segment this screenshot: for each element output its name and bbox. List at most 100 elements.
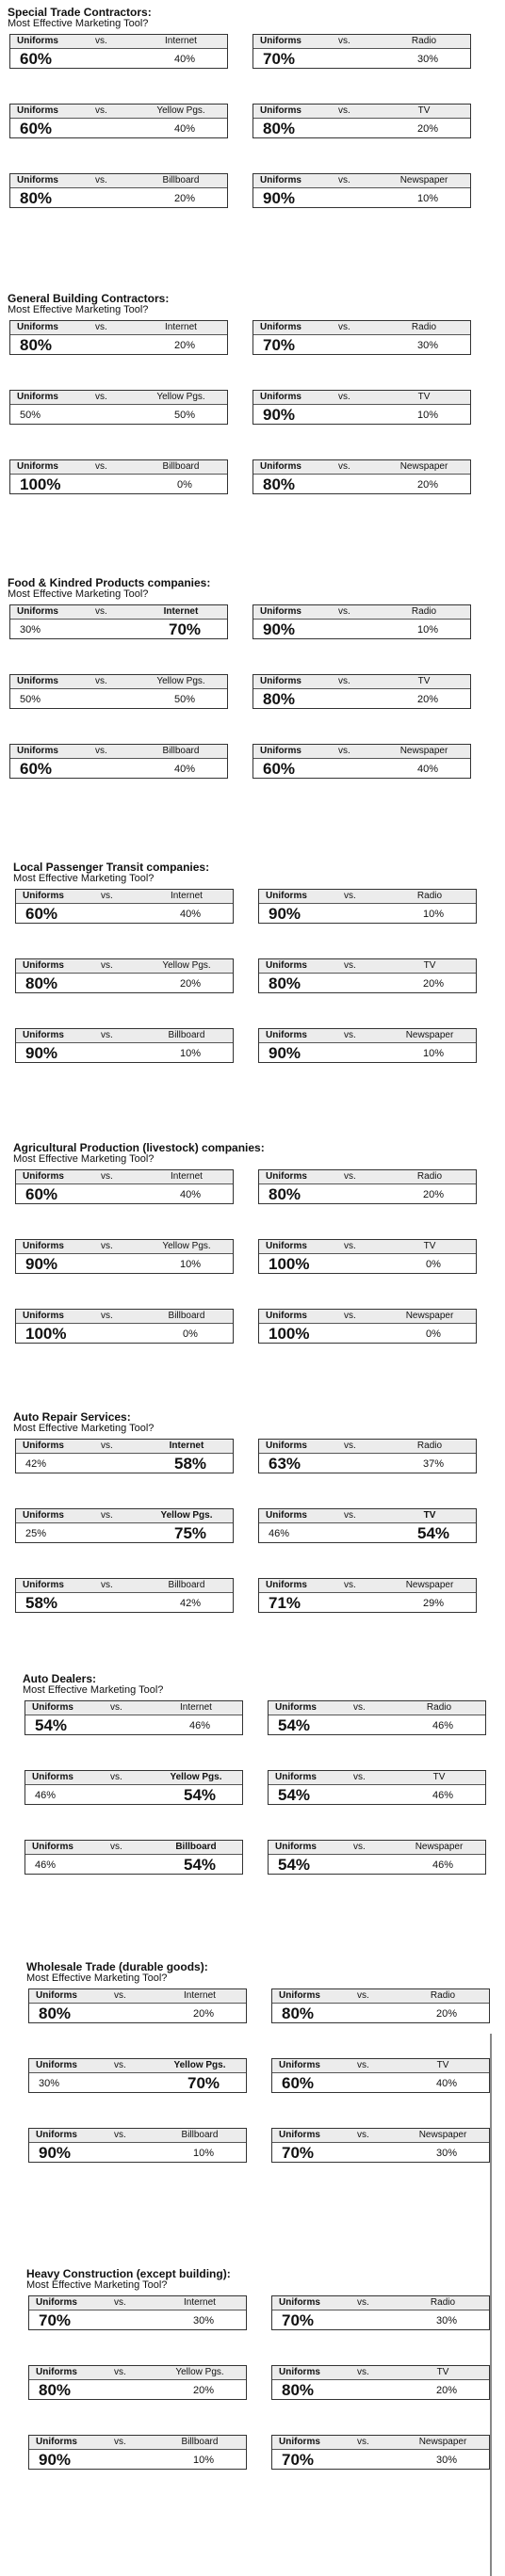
left-value: 90% bbox=[39, 2451, 72, 2469]
left-value: 80% bbox=[269, 1185, 301, 1203]
right-label: TV bbox=[423, 960, 436, 971]
vs-label: vs. bbox=[357, 2130, 369, 2140]
comparison-box: Uniforms vs. TV 80% 20% bbox=[271, 2365, 490, 2400]
left-value: 60% bbox=[20, 50, 53, 68]
comparison-box: Uniforms vs. TV 100% 0% bbox=[258, 1239, 477, 1274]
comparison-box: Uniforms vs. Yellow Pgs. 80% 20% bbox=[15, 958, 234, 993]
comparison-box: Uniforms vs. Radio 70% 30% bbox=[252, 320, 471, 355]
comparison-header: Uniforms vs. Internet bbox=[16, 1170, 233, 1184]
left-label: Uniforms bbox=[266, 1510, 307, 1521]
right-label: Internet bbox=[169, 1441, 204, 1451]
comparison-header: Uniforms vs. Newspaper bbox=[253, 745, 470, 759]
comparison-box: Uniforms vs. Radio 70% 30% bbox=[252, 34, 471, 69]
right-label: Billboard bbox=[162, 175, 200, 185]
right-label: TV bbox=[423, 1241, 436, 1251]
comparison-box: Uniforms vs. TV 54% 46% bbox=[268, 1770, 486, 1805]
left-label: Uniforms bbox=[266, 960, 307, 971]
left-label: Uniforms bbox=[279, 2437, 320, 2447]
vs-label: vs. bbox=[114, 2060, 126, 2070]
right-value: 20% bbox=[192, 2008, 215, 2020]
comparison-box: Uniforms vs. Radio 70% 30% bbox=[271, 2295, 490, 2330]
vs-label: vs. bbox=[110, 1772, 122, 1782]
vs-label: vs. bbox=[95, 322, 107, 332]
left-value: 80% bbox=[25, 974, 58, 992]
vs-label: vs. bbox=[353, 1772, 366, 1782]
comparison-header: Uniforms vs. Billboard bbox=[29, 2129, 246, 2143]
comparison-box: Uniforms vs. Newspaper 90% 10% bbox=[258, 1028, 477, 1063]
comparison-box: Uniforms vs. Yellow Pgs. 30% 70% bbox=[28, 2058, 247, 2093]
comparison-header: Uniforms vs. TV bbox=[253, 675, 470, 689]
right-label: Radio bbox=[416, 1171, 443, 1182]
comparison-box: Uniforms vs. TV 80% 20% bbox=[258, 958, 477, 993]
comparison-header: Uniforms vs. Internet bbox=[10, 605, 227, 620]
right-value: 30% bbox=[435, 2455, 458, 2466]
right-value: 46% bbox=[432, 1790, 454, 1801]
vs-label: vs. bbox=[101, 1580, 113, 1590]
comparison-header: Uniforms vs. TV bbox=[259, 1240, 476, 1254]
comparison-header: Uniforms vs. Billboard bbox=[10, 745, 227, 759]
left-value: 100% bbox=[269, 1325, 310, 1343]
right-value: 54% bbox=[416, 1524, 450, 1542]
comparison-box: Uniforms vs. Internet 70% 30% bbox=[28, 2295, 247, 2330]
comparison-box: Uniforms vs. TV 60% 40% bbox=[271, 2058, 490, 2093]
comparison-box: Uniforms vs. Newspaper 71% 29% bbox=[258, 1578, 477, 1613]
vs-label: vs. bbox=[95, 746, 107, 756]
comparison-box: Uniforms vs. Yellow Pgs. 90% 10% bbox=[15, 1239, 234, 1274]
comparison-box: Uniforms vs. Yellow Pgs. 60% 40% bbox=[9, 104, 228, 138]
left-label: Uniforms bbox=[23, 960, 64, 971]
left-value: 80% bbox=[39, 2381, 72, 2399]
comparison-box: Uniforms vs. Billboard 100% 0% bbox=[9, 459, 228, 494]
right-label: Yellow Pgs. bbox=[162, 960, 211, 971]
left-label: Uniforms bbox=[23, 891, 64, 901]
vs-label: vs. bbox=[114, 1990, 126, 2001]
comparison-header: Uniforms vs. TV bbox=[269, 1771, 485, 1785]
comparison-header: Uniforms vs. Newspaper bbox=[272, 2129, 489, 2143]
right-value: 70% bbox=[187, 2074, 220, 2092]
left-value: 46% bbox=[269, 1528, 290, 1539]
right-value: 0% bbox=[177, 479, 192, 491]
comparison-header: Uniforms vs. Billboard bbox=[16, 1579, 233, 1593]
section-subtitle: Most Effective Marketing Tool? bbox=[13, 873, 155, 884]
right-value: 20% bbox=[435, 2008, 458, 2020]
comparison-box: Uniforms vs. Internet 60% 40% bbox=[15, 1169, 234, 1204]
right-value: 54% bbox=[183, 1856, 217, 1874]
right-value: 46% bbox=[432, 1720, 454, 1731]
left-label: Uniforms bbox=[279, 2367, 320, 2377]
right-value: 20% bbox=[422, 978, 445, 990]
left-label: Uniforms bbox=[275, 1772, 317, 1782]
left-label: Uniforms bbox=[23, 1241, 64, 1251]
vs-label: vs. bbox=[357, 2060, 369, 2070]
right-label: Internet bbox=[163, 606, 199, 617]
comparison-header: Uniforms vs. Newspaper bbox=[259, 1029, 476, 1043]
comparison-box: Uniforms vs. Radio 63% 37% bbox=[258, 1439, 477, 1473]
vs-label: vs. bbox=[357, 2437, 369, 2447]
right-value: 20% bbox=[192, 2385, 215, 2396]
comparison-header: Uniforms vs. Radio bbox=[259, 890, 476, 904]
left-value: 30% bbox=[39, 2078, 60, 2089]
comparison-header: Uniforms vs. Yellow Pgs. bbox=[16, 959, 233, 974]
section-title: General Building Contractors: bbox=[8, 292, 170, 305]
section-title: Auto Repair Services: bbox=[13, 1410, 131, 1424]
right-label: Yellow Pgs. bbox=[162, 1241, 211, 1251]
right-label: TV bbox=[436, 2367, 449, 2377]
left-value: 50% bbox=[20, 694, 41, 705]
comparison-box: Uniforms vs. Internet 80% 20% bbox=[28, 1988, 247, 2023]
right-value: 42% bbox=[179, 1598, 202, 1609]
comparison-box: Uniforms vs. Billboard 100% 0% bbox=[15, 1309, 234, 1344]
comparison-box: Uniforms vs. Newspaper 80% 20% bbox=[252, 459, 471, 494]
comparison-header: Uniforms vs. Internet bbox=[29, 2296, 246, 2310]
right-label: Yellow Pgs. bbox=[156, 676, 205, 686]
left-label: Uniforms bbox=[17, 392, 58, 402]
left-label: Uniforms bbox=[260, 746, 301, 756]
right-value: 10% bbox=[416, 624, 439, 636]
right-label: Newspaper bbox=[399, 461, 448, 472]
right-label: Radio bbox=[416, 1441, 443, 1451]
left-label: Uniforms bbox=[32, 1772, 73, 1782]
right-label: Billboard bbox=[168, 1030, 205, 1040]
left-value: 70% bbox=[263, 336, 296, 354]
comparison-box: Uniforms vs. Billboard 58% 42% bbox=[15, 1578, 234, 1613]
left-value: 71% bbox=[269, 1594, 301, 1612]
section-title: Wholesale Trade (durable goods): bbox=[26, 1960, 208, 1973]
left-value: 90% bbox=[25, 1255, 58, 1273]
left-label: Uniforms bbox=[17, 105, 58, 116]
